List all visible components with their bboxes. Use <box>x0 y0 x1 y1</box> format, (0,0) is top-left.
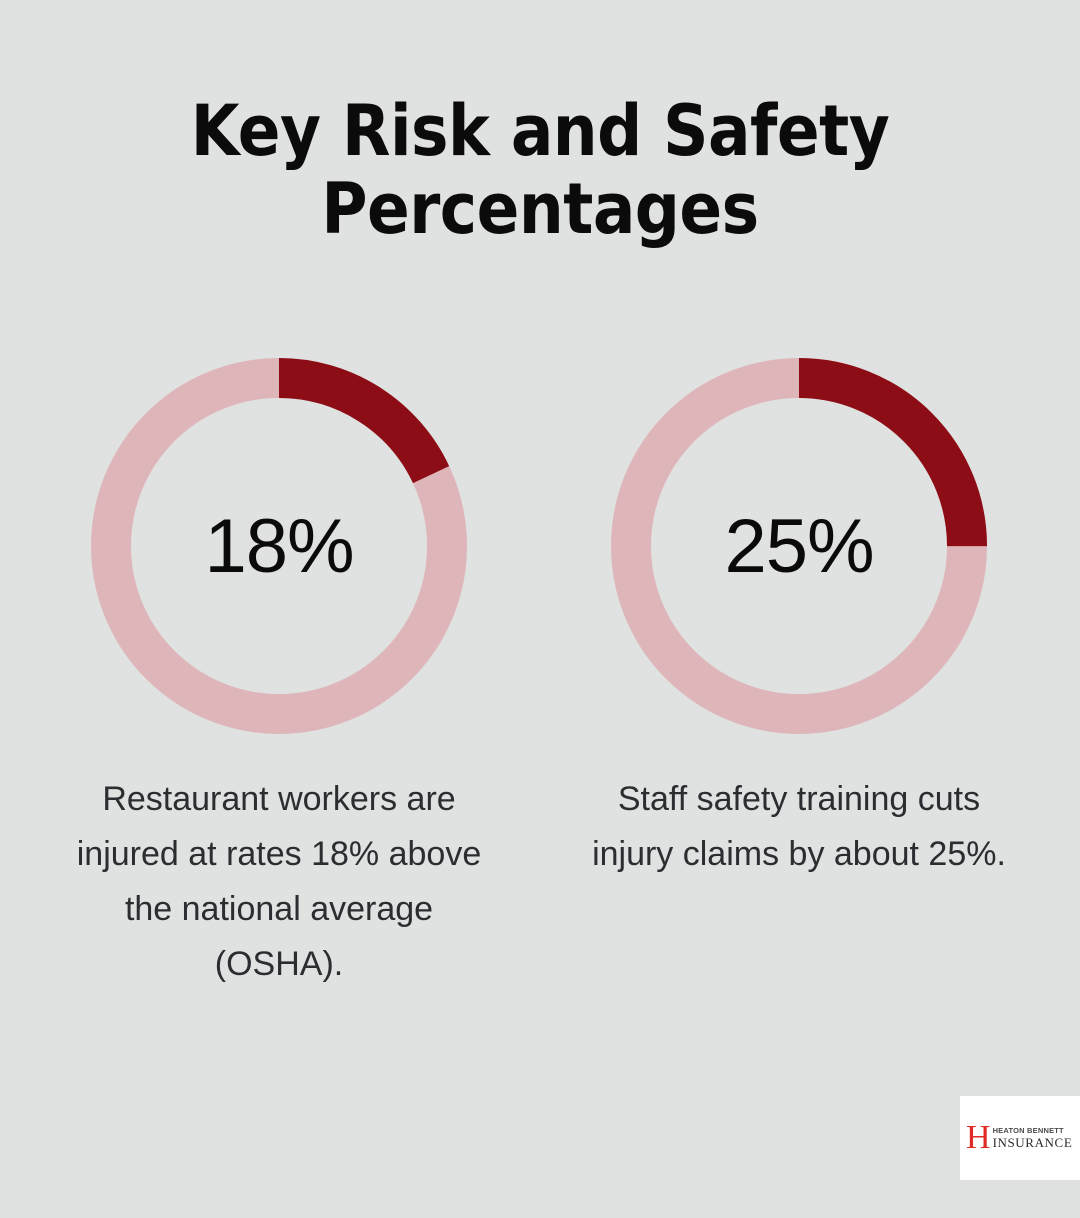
caption-row: Restaurant workers are injured at rates … <box>0 772 1080 1002</box>
logo-inner: H HEATON BENNETT INSURANCE <box>966 1118 1073 1156</box>
donut-arc-1 <box>91 358 467 734</box>
donut-chart-2: 25% <box>611 358 987 734</box>
logo-category: INSURANCE <box>992 1135 1073 1151</box>
caption-1: Restaurant workers are injured at rates … <box>76 780 482 984</box>
donut-svg-1 <box>91 358 467 734</box>
donut-arc-2 <box>611 358 987 734</box>
donut-svg-2 <box>611 358 987 734</box>
title-block: Key Risk and Safety Percentages <box>0 92 1080 249</box>
logo-wordmark: HEATON BENNETT INSURANCE <box>993 1127 1073 1150</box>
caption-2: Staff safety training cuts injury claims… <box>592 780 1006 874</box>
logo-h-monogram-icon: H <box>966 1118 991 1156</box>
page-title: Key Risk and Safety Percentages <box>190 90 890 251</box>
donut-chart-row: 18% 25% <box>0 358 1080 738</box>
donut-chart-1: 18% <box>91 358 467 734</box>
logo-company-name: HEATON BENNETT <box>992 1125 1064 1135</box>
brand-logo: H HEATON BENNETT INSURANCE <box>960 1096 1080 1180</box>
